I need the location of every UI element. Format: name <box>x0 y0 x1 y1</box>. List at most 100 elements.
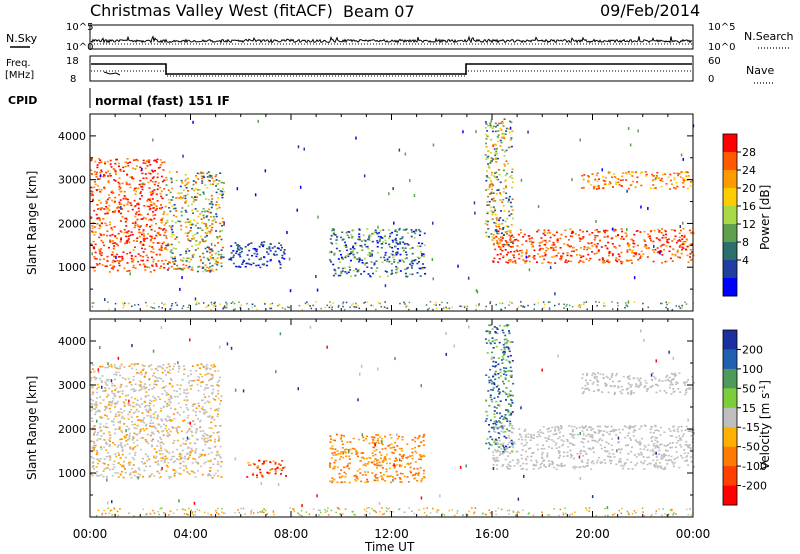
velocity-data-cell <box>355 480 358 482</box>
power-data-cell <box>162 229 165 231</box>
velocity-data-cell <box>207 453 210 455</box>
velocity-data-cell <box>252 474 255 476</box>
power-data-cell <box>141 233 143 236</box>
power-data-cell <box>94 257 97 260</box>
velocity-data-cell <box>193 423 196 426</box>
power-sparse-cell <box>474 211 476 215</box>
velocity-data-cell <box>414 461 417 463</box>
power-data-cell <box>216 263 219 266</box>
power-data-cell <box>125 181 128 184</box>
power-data-cell <box>98 158 100 160</box>
power-data-cell <box>485 133 488 136</box>
power-data-cell <box>490 180 492 182</box>
power-ground-cell <box>222 308 224 310</box>
power-data-cell <box>248 249 251 252</box>
power-ground-cell <box>175 302 177 304</box>
velocity-data-cell <box>530 434 533 436</box>
power-data-cell <box>525 253 528 255</box>
power-data-cell <box>204 223 207 225</box>
velocity-data-cell <box>91 446 94 449</box>
power-data-cell <box>255 248 258 251</box>
power-data-cell <box>126 232 129 234</box>
velocity-data-cell <box>108 433 111 436</box>
power-data-cell <box>196 196 198 198</box>
power-data-cell <box>352 269 355 272</box>
velocity-data-cell <box>668 386 671 389</box>
velocity-data-cell <box>342 456 345 459</box>
power-data-cell <box>197 266 200 268</box>
power-data-cell <box>617 234 619 237</box>
power-data-cell <box>395 242 398 244</box>
power-data-cell <box>278 247 280 250</box>
velocity-data-cell <box>162 430 165 432</box>
power-data-cell <box>528 240 531 243</box>
power-data-cell <box>146 213 149 215</box>
power-data-cell <box>147 233 150 235</box>
velocity-data-cell <box>97 431 100 434</box>
power-data-cell <box>93 170 96 173</box>
velocity-data-cell <box>689 428 692 431</box>
power-data-cell <box>178 197 181 199</box>
power-data-cell <box>595 252 598 254</box>
velocity-data-cell <box>596 425 599 428</box>
velocity-data-cell <box>382 474 385 476</box>
power-data-cell <box>512 245 514 248</box>
velocity-data-cell <box>204 411 206 413</box>
power-data-cell <box>186 238 189 240</box>
velocity-data-cell <box>377 434 379 436</box>
power-data-cell <box>108 271 111 273</box>
power-data-cell <box>501 149 504 151</box>
velocity-data-cell <box>591 435 594 438</box>
power-data-cell <box>643 245 646 248</box>
velocity-data-cell <box>159 453 161 455</box>
power-data-cell <box>605 183 607 185</box>
power-data-cell <box>371 240 374 243</box>
velocity-data-cell <box>422 444 425 446</box>
velocity-data-cell <box>118 411 121 413</box>
power-ground-cell <box>152 307 154 309</box>
power-data-cell <box>210 202 213 205</box>
velocity-data-cell <box>580 449 583 452</box>
velocity-data-cell <box>684 382 687 384</box>
velocity-data-cell <box>562 465 564 467</box>
power-data-cell <box>639 257 642 259</box>
velocity-data-cell <box>399 472 402 475</box>
power-data-cell <box>422 263 424 265</box>
power-data-cell <box>511 217 514 220</box>
power-data-cell <box>350 252 353 254</box>
power-data-cell <box>135 165 138 167</box>
velocity-data-cell <box>627 432 630 434</box>
power-ground-cell <box>681 306 683 309</box>
power-data-cell <box>266 247 269 250</box>
velocity-data-cell <box>98 474 101 477</box>
power-data-cell <box>405 251 407 253</box>
velocity-data-cell <box>191 434 194 437</box>
power-sparse-cell <box>299 185 302 189</box>
velocity-data-cell <box>106 396 108 398</box>
power-data-cell <box>155 193 158 195</box>
power-data-cell <box>503 155 506 157</box>
power-sparse-cell <box>476 290 479 294</box>
power-data-cell <box>206 176 209 178</box>
power-data-cell <box>674 253 677 256</box>
power-data-cell <box>566 261 568 264</box>
velocity-data-cell <box>205 411 208 413</box>
velocity-data-cell <box>272 460 275 462</box>
power-sparse-cell <box>537 205 540 209</box>
power-data-cell <box>353 257 356 259</box>
power-data-cell <box>601 260 604 262</box>
velocity-data-cell <box>415 472 418 475</box>
velocity-data-cell <box>367 461 370 463</box>
power-data-cell <box>220 249 223 251</box>
power-data-cell <box>388 229 391 231</box>
power-data-cell <box>680 243 683 246</box>
power-data-cell <box>188 261 191 263</box>
power-data-cell <box>185 250 188 253</box>
velocity-data-cell <box>627 392 630 395</box>
velocity-data-cell <box>130 408 132 411</box>
velocity-data-cell <box>618 459 621 462</box>
velocity-data-cell <box>651 454 654 456</box>
velocity-data-cell <box>171 419 174 422</box>
power-data-cell <box>99 159 102 161</box>
velocity-data-cell <box>113 384 116 387</box>
